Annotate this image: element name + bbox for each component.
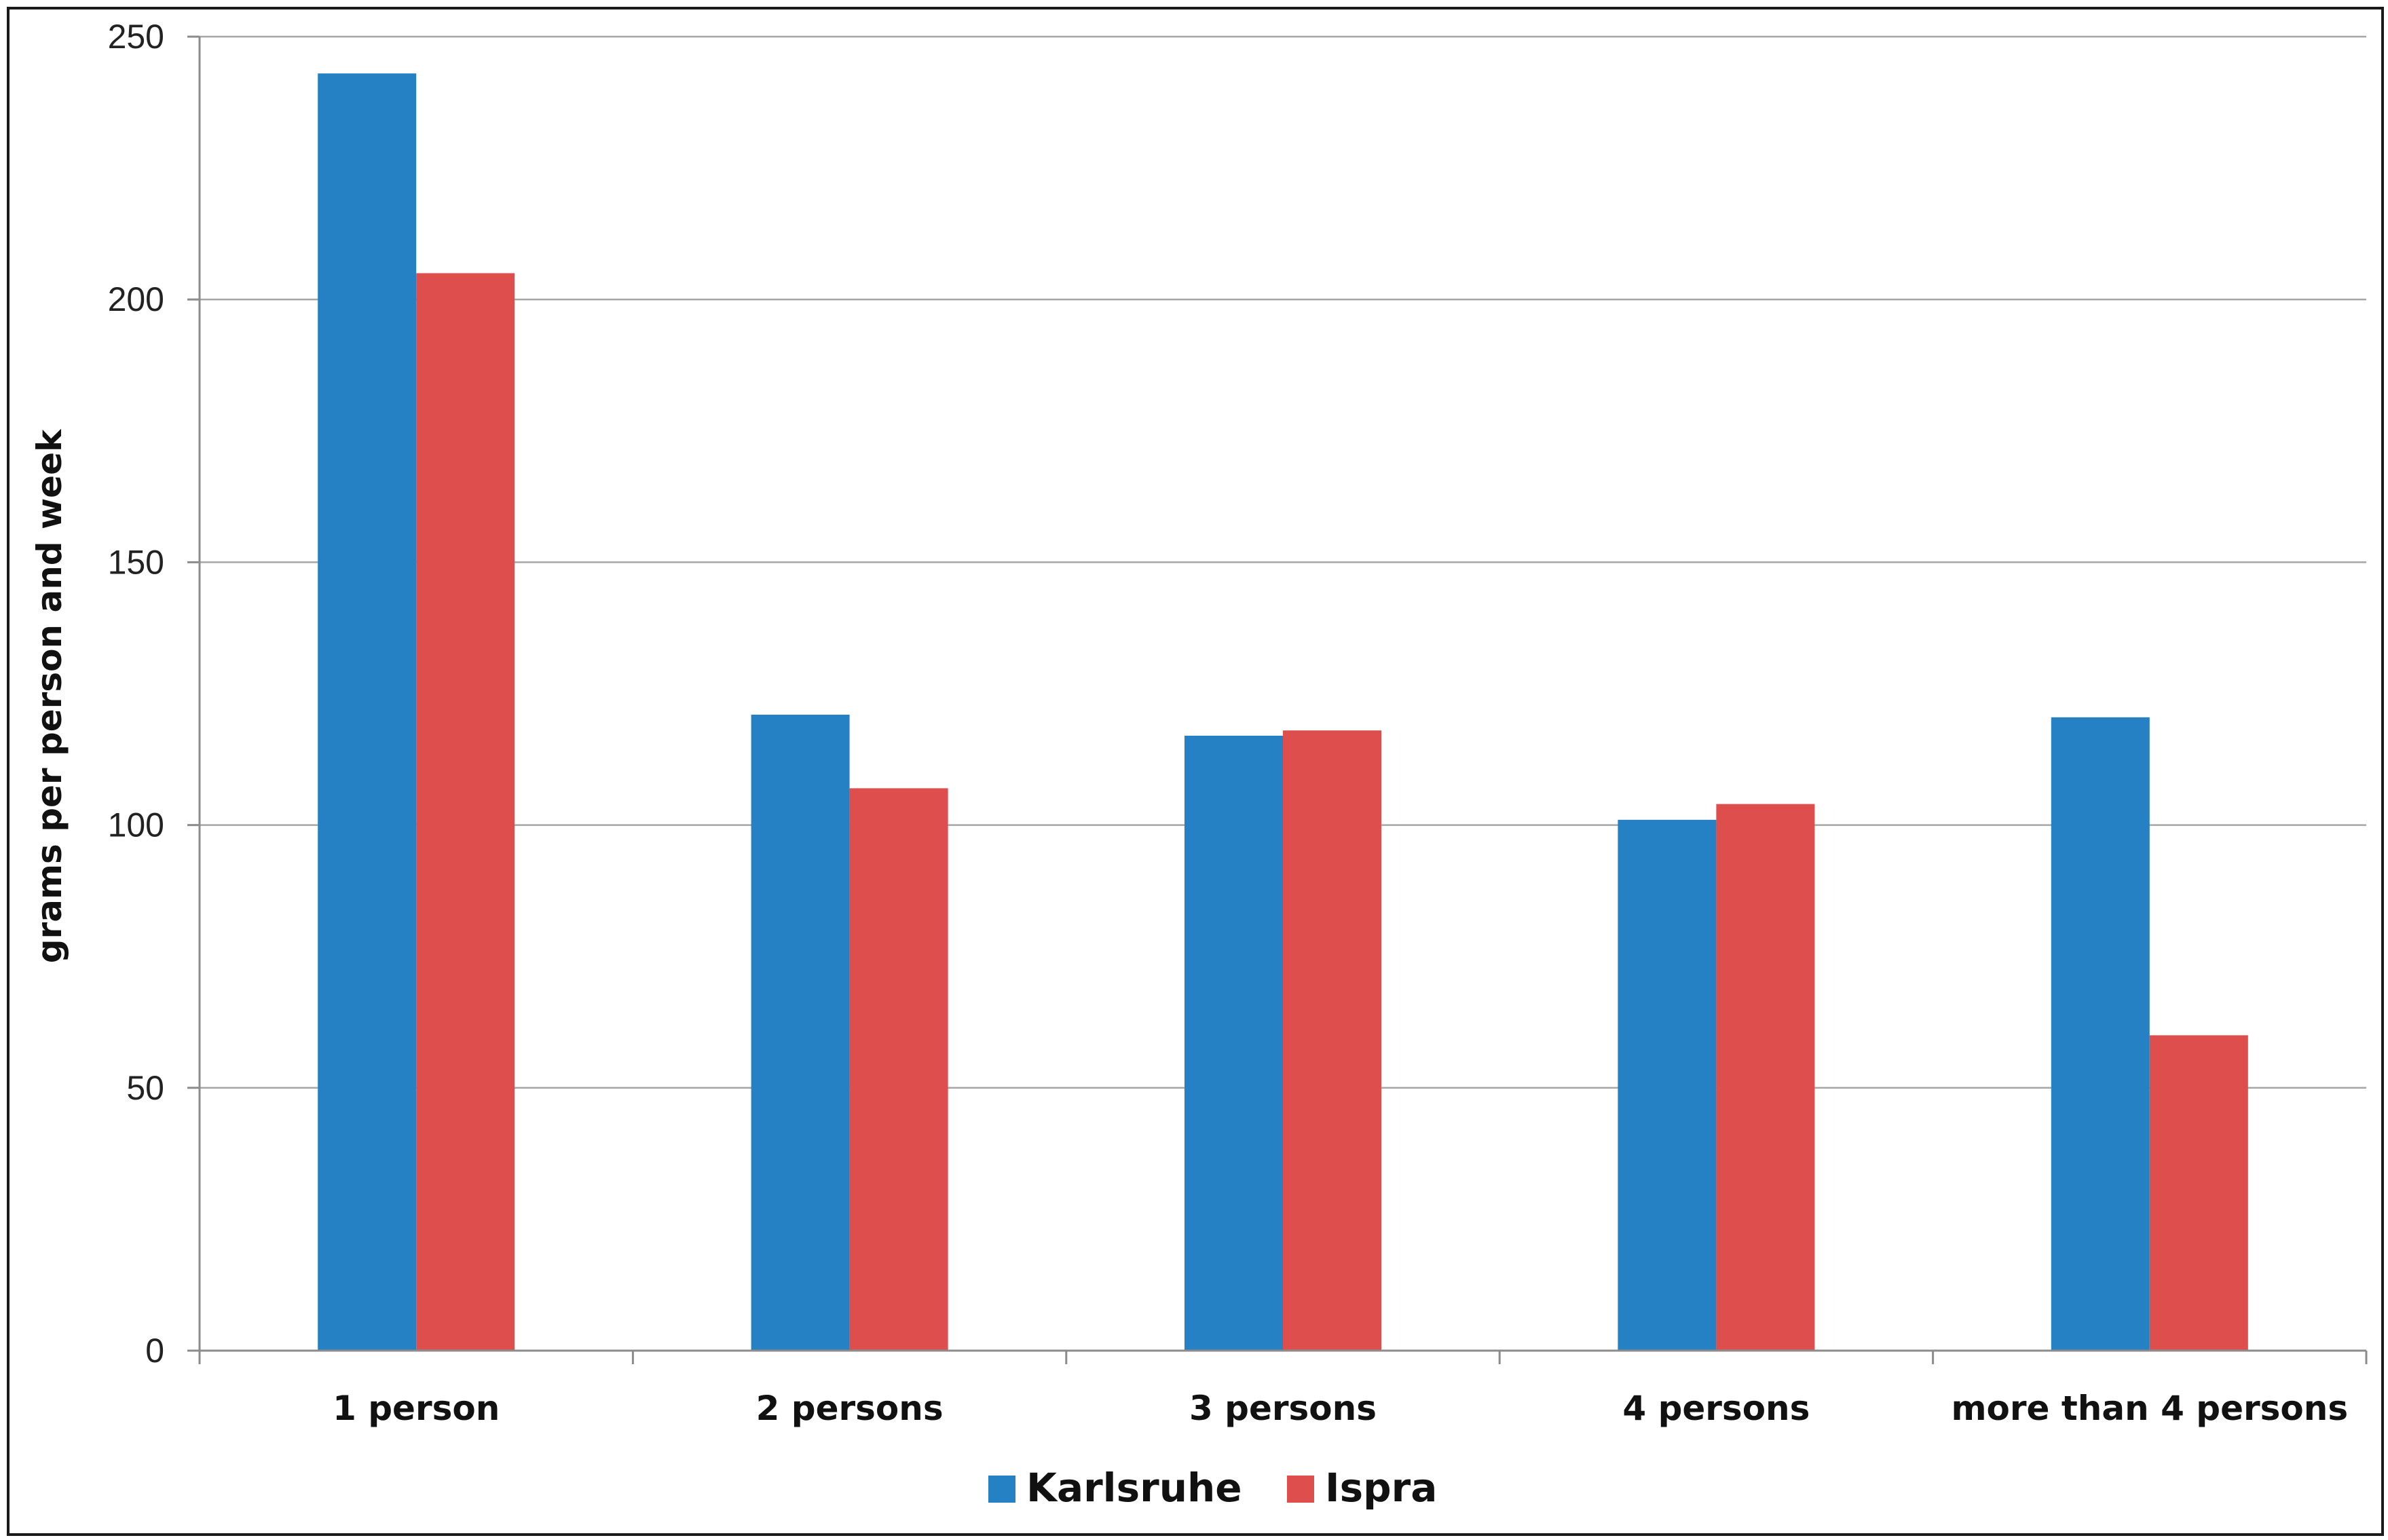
bar-ispra-5 [2149,1035,2248,1351]
x-category-label: 4 persons [1622,1389,1810,1428]
bar-ispra-4 [1716,804,1815,1351]
bar-ispra-1 [416,273,515,1351]
x-category-label: more than 4 persons [1951,1389,2348,1428]
bar-karlsruhe-1 [318,73,417,1351]
bar-karlsruhe-5 [2051,717,2150,1351]
bar-chart: 0 50 100 150 200 250 1 person 2 persons 3 person… [30,18,2368,1511]
y-tick-label: 100 [108,806,164,844]
y-tick-label: 250 [108,18,164,56]
bar-karlsruhe-4 [1618,819,1717,1351]
legend-swatch-ispra [1287,1476,1314,1503]
chart-frame: 0 50 100 150 200 250 1 person 2 persons 3 person… [7,7,2384,1536]
bar-karlsruhe-3 [1184,735,1283,1351]
y-tick-label: 150 [108,543,164,581]
legend-label-ispra: Ispra [1325,1465,1437,1511]
y-tick-label: 200 [108,280,164,318]
bar-karlsruhe-2 [751,714,850,1351]
gridlines [200,35,2366,1089]
x-category-label: 3 persons [1189,1389,1377,1428]
x-category-label: 1 person [333,1389,500,1428]
y-tick-label: 50 [126,1069,164,1107]
bar-ispra-3 [1283,730,1381,1351]
y-tick-label: 0 [145,1332,164,1370]
legend-label-karlsruhe: Karlsruhe [1026,1465,1242,1511]
bars [318,73,2248,1351]
legend-swatch-karlsruhe [988,1476,1015,1503]
bar-ispra-2 [849,788,948,1351]
legend: Karlsruhe Ispra [988,1465,1437,1511]
y-axis-title: grams per person and week [30,428,69,963]
x-category-label: 2 persons [756,1389,944,1428]
axes: 0 50 100 150 200 250 1 person 2 persons 3 person… [108,18,2368,1428]
